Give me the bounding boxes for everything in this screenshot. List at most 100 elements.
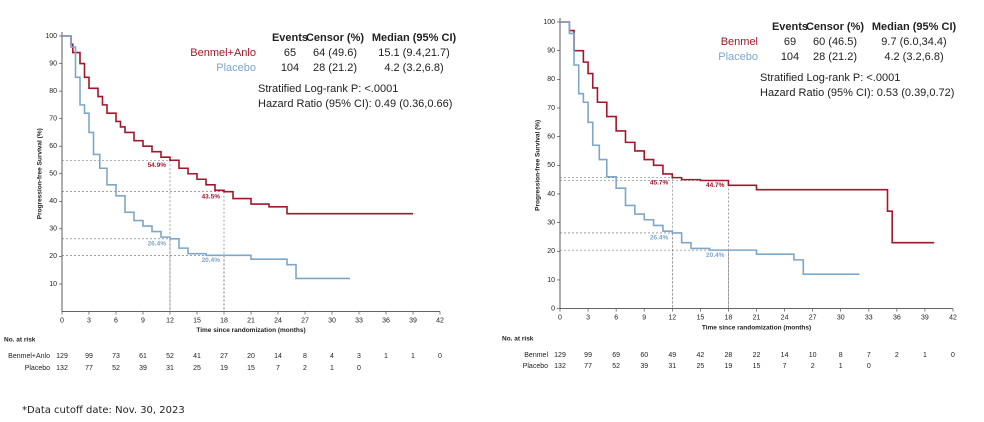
annotation: Stratified Log-rank P: <.0001 <box>760 72 900 84</box>
risk-count: 10 <box>809 352 817 359</box>
legend-header: Events <box>772 21 808 33</box>
x-tick-label: 12 <box>166 317 174 324</box>
risk-name: Placebo <box>25 365 50 372</box>
legend-cell: 60 (46.5) <box>813 36 857 48</box>
survival-curve <box>560 21 860 276</box>
risk-count: 7 <box>276 365 280 372</box>
legend-cell: 28 (21.2) <box>313 62 357 74</box>
risk-count: 52 <box>166 353 174 360</box>
x-tick-label: 42 <box>436 317 444 324</box>
x-tick-label: 39 <box>409 317 417 324</box>
risk-count: 41 <box>193 353 201 360</box>
risk-count: 0 <box>438 353 442 360</box>
x-tick-label: 18 <box>220 317 228 324</box>
risk-count: 15 <box>753 363 761 370</box>
x-axis-label: Time since randomization (months) <box>196 327 305 334</box>
y-tick-label: 100 <box>45 33 57 40</box>
risk-count: 42 <box>696 352 704 359</box>
risk-count: 25 <box>193 365 201 372</box>
legend-cell: 9.7 (6.0,34.4) <box>881 36 946 48</box>
risk-count: 25 <box>696 363 704 370</box>
y-tick-label: 100 <box>543 19 555 26</box>
x-tick-label: 0 <box>60 317 64 324</box>
x-tick-label: 18 <box>725 314 733 321</box>
risk-count: 19 <box>725 363 733 370</box>
x-tick-label: 36 <box>382 317 390 324</box>
x-tick-label: 27 <box>301 317 309 324</box>
y-tick-label: 0 <box>551 305 555 312</box>
risk-name: Benmel <box>524 352 548 359</box>
risk-count: 1 <box>839 363 843 370</box>
x-tick-label: 12 <box>668 314 676 321</box>
x-tick-label: 30 <box>328 317 336 324</box>
risk-count: 61 <box>139 353 147 360</box>
risk-count: 132 <box>554 363 566 370</box>
risk-name: Placebo <box>523 363 548 370</box>
y-tick-label: 30 <box>547 219 555 226</box>
risk-title: No. at risk <box>4 337 36 344</box>
legend-cell: 104 <box>781 51 799 63</box>
x-tick-label: 21 <box>753 314 761 321</box>
x-tick-label: 0 <box>558 314 562 321</box>
risk-count: 0 <box>951 352 955 359</box>
risk-count: 99 <box>584 352 592 359</box>
landmark-label: 26.4% <box>148 240 167 247</box>
risk-count: 132 <box>56 365 68 372</box>
risk-count: 1 <box>330 365 334 372</box>
y-tick-label: 70 <box>49 115 57 122</box>
risk-count: 31 <box>166 365 174 372</box>
landmark-label: 26.4% <box>650 235 669 242</box>
risk-count: 39 <box>139 365 147 372</box>
x-tick-label: 15 <box>193 317 201 324</box>
legend-name: Benmel+Anlo <box>190 47 256 59</box>
risk-count: 52 <box>112 365 120 372</box>
x-tick-label: 24 <box>781 314 789 321</box>
y-tick-label: 10 <box>49 281 57 288</box>
y-tick-label: 80 <box>49 88 57 95</box>
risk-count: 39 <box>640 363 648 370</box>
x-tick-label: 24 <box>274 317 282 324</box>
x-tick-label: 36 <box>893 314 901 321</box>
x-tick-label: 6 <box>614 314 618 321</box>
landmark-label: 20.4% <box>202 257 221 264</box>
legend-cell: 4.2 (3.2,6.8) <box>884 51 943 63</box>
risk-count: 1 <box>923 352 927 359</box>
x-tick-label: 33 <box>865 314 873 321</box>
y-tick-label: 20 <box>547 248 555 255</box>
y-axis-label: Progression-free Survival (%) <box>535 120 542 211</box>
risk-count: 14 <box>274 353 282 360</box>
legend-cell: 4.2 (3.2,6.8) <box>384 62 443 74</box>
y-axis-label: Progression-free Survival (%) <box>37 128 44 219</box>
x-tick-label: 33 <box>355 317 363 324</box>
risk-count: 129 <box>554 352 566 359</box>
y-tick-label: 80 <box>547 76 555 83</box>
y-tick-label: 10 <box>547 277 555 284</box>
landmark-label: 54.9% <box>148 162 167 169</box>
risk-count: 22 <box>753 352 761 359</box>
footnote: *Data cutoff date: Nov. 30, 2023 <box>22 405 185 416</box>
legend-name: Benmel <box>721 36 758 48</box>
risk-count: 15 <box>247 365 255 372</box>
risk-count: 77 <box>584 363 592 370</box>
legend-header: Median (95% CI) <box>872 21 957 33</box>
x-tick-label: 39 <box>921 314 929 321</box>
risk-title: No. at risk <box>502 336 534 343</box>
risk-count: 69 <box>612 352 620 359</box>
risk-count: 2 <box>895 352 899 359</box>
risk-count: 19 <box>220 365 228 372</box>
survival-curve <box>62 35 350 280</box>
risk-count: 3 <box>357 353 361 360</box>
risk-count: 7 <box>867 352 871 359</box>
legend-cell: 28 (21.2) <box>813 51 857 63</box>
risk-count: 49 <box>668 352 676 359</box>
x-tick-label: 6 <box>114 317 118 324</box>
legend-name: Placebo <box>216 62 256 74</box>
risk-count: 2 <box>303 365 307 372</box>
risk-count: 129 <box>56 353 68 360</box>
survival-curve <box>560 21 935 244</box>
y-tick-label: 50 <box>547 162 555 169</box>
y-tick-label: 90 <box>49 60 57 67</box>
risk-count: 1 <box>411 353 415 360</box>
y-tick-label: 20 <box>49 253 57 260</box>
x-axis-label: Time since randomization (months) <box>702 324 811 331</box>
